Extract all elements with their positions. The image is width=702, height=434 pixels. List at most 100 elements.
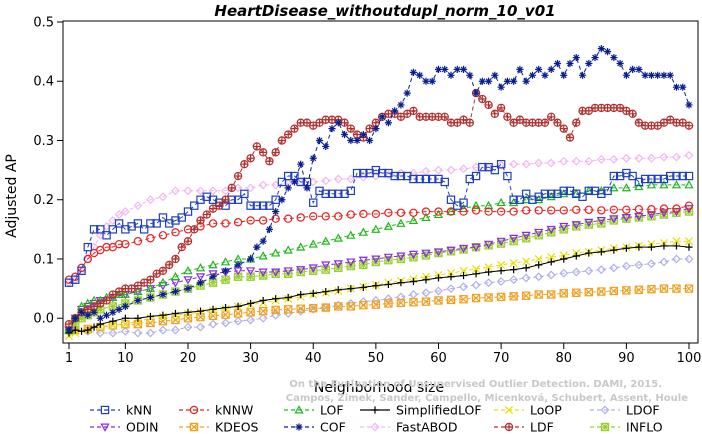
data-point — [271, 268, 281, 277]
data-point — [560, 71, 568, 79]
data-point — [609, 215, 619, 224]
data-point — [202, 192, 211, 201]
data-point — [403, 89, 411, 97]
data-point — [170, 271, 181, 281]
data-point — [272, 295, 280, 303]
data-point — [472, 89, 480, 97]
data-point — [233, 309, 243, 318]
data-point — [134, 296, 142, 305]
data-point — [521, 231, 531, 241]
data-point — [346, 302, 356, 311]
data-point — [672, 242, 681, 250]
data-point — [334, 286, 342, 294]
data-point — [190, 225, 199, 234]
data-point — [646, 153, 656, 163]
data-point — [553, 118, 562, 127]
data-point — [346, 124, 356, 133]
data-point — [416, 71, 424, 79]
legend-item-kdeos: KDEOS — [179, 420, 259, 434]
data-point — [484, 100, 493, 110]
legend-marker — [294, 405, 304, 414]
data-point — [384, 280, 392, 289]
y-axis-label: Adjusted AP — [4, 154, 20, 238]
data-point — [471, 243, 481, 252]
data-point — [678, 171, 687, 181]
data-point — [114, 239, 124, 249]
data-point — [120, 289, 130, 299]
data-point — [622, 244, 630, 252]
data-point — [171, 287, 180, 296]
data-point — [634, 181, 644, 191]
data-point — [321, 176, 331, 186]
data-point — [359, 209, 368, 219]
data-point — [484, 162, 493, 172]
data-point — [496, 160, 506, 170]
data-point — [534, 228, 544, 238]
data-point — [409, 106, 418, 116]
data-point — [484, 207, 493, 216]
data-point — [528, 71, 537, 79]
data-point — [521, 206, 531, 215]
data-point — [547, 112, 556, 121]
data-point — [546, 158, 556, 168]
data-point — [609, 286, 619, 296]
data-point — [77, 327, 86, 335]
data-point — [247, 255, 255, 263]
data-point — [233, 316, 243, 326]
x-axis-label: Neighborhood size — [314, 380, 444, 396]
data-point — [146, 275, 155, 284]
data-point — [184, 285, 192, 293]
data-point — [184, 308, 192, 316]
data-point — [421, 207, 431, 216]
data-point — [346, 258, 356, 267]
data-point — [484, 263, 493, 272]
data-point — [609, 155, 619, 164]
data-point — [108, 290, 118, 299]
data-point — [96, 314, 104, 322]
data-point — [571, 221, 581, 230]
data-point — [259, 296, 267, 305]
data-point — [334, 302, 343, 311]
data-point — [90, 323, 98, 331]
data-point — [284, 293, 292, 302]
data-point — [409, 208, 418, 217]
data-point — [134, 314, 142, 322]
data-point — [309, 289, 317, 297]
data-point — [610, 246, 618, 254]
data-point — [478, 162, 487, 172]
watermark-line-1: On the Evaluation of Unsupervised Outlie… — [289, 379, 662, 390]
data-point — [95, 328, 105, 338]
data-point — [121, 225, 130, 234]
x-tick-label: 50 — [368, 351, 385, 366]
data-point — [459, 295, 468, 304]
data-point — [534, 194, 544, 204]
data-point — [441, 65, 449, 73]
data-point — [634, 285, 644, 294]
data-point — [571, 188, 581, 198]
data-point — [402, 171, 412, 181]
data-point — [121, 314, 129, 322]
data-point — [384, 299, 393, 308]
data-point — [634, 212, 644, 222]
data-point — [346, 230, 356, 239]
data-point — [158, 277, 168, 287]
data-point — [108, 328, 118, 338]
data-point — [121, 320, 130, 329]
x-tick-label: 20 — [180, 351, 197, 366]
data-point — [271, 248, 281, 257]
data-point — [171, 325, 180, 335]
data-point — [496, 103, 506, 113]
data-point — [396, 208, 406, 217]
data-point — [434, 286, 443, 296]
legend-item-ldf: LDF — [494, 420, 554, 434]
data-point — [221, 275, 230, 284]
data-point — [509, 207, 518, 216]
data-point — [572, 53, 580, 62]
data-point — [233, 218, 243, 227]
data-point — [296, 213, 305, 222]
data-point — [372, 125, 380, 133]
data-point — [158, 192, 168, 202]
data-point — [559, 289, 568, 298]
data-point — [365, 168, 374, 178]
data-point — [121, 302, 129, 310]
